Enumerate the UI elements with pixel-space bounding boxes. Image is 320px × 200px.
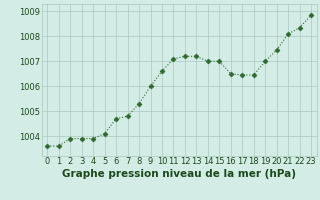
X-axis label: Graphe pression niveau de la mer (hPa): Graphe pression niveau de la mer (hPa) — [62, 169, 296, 179]
